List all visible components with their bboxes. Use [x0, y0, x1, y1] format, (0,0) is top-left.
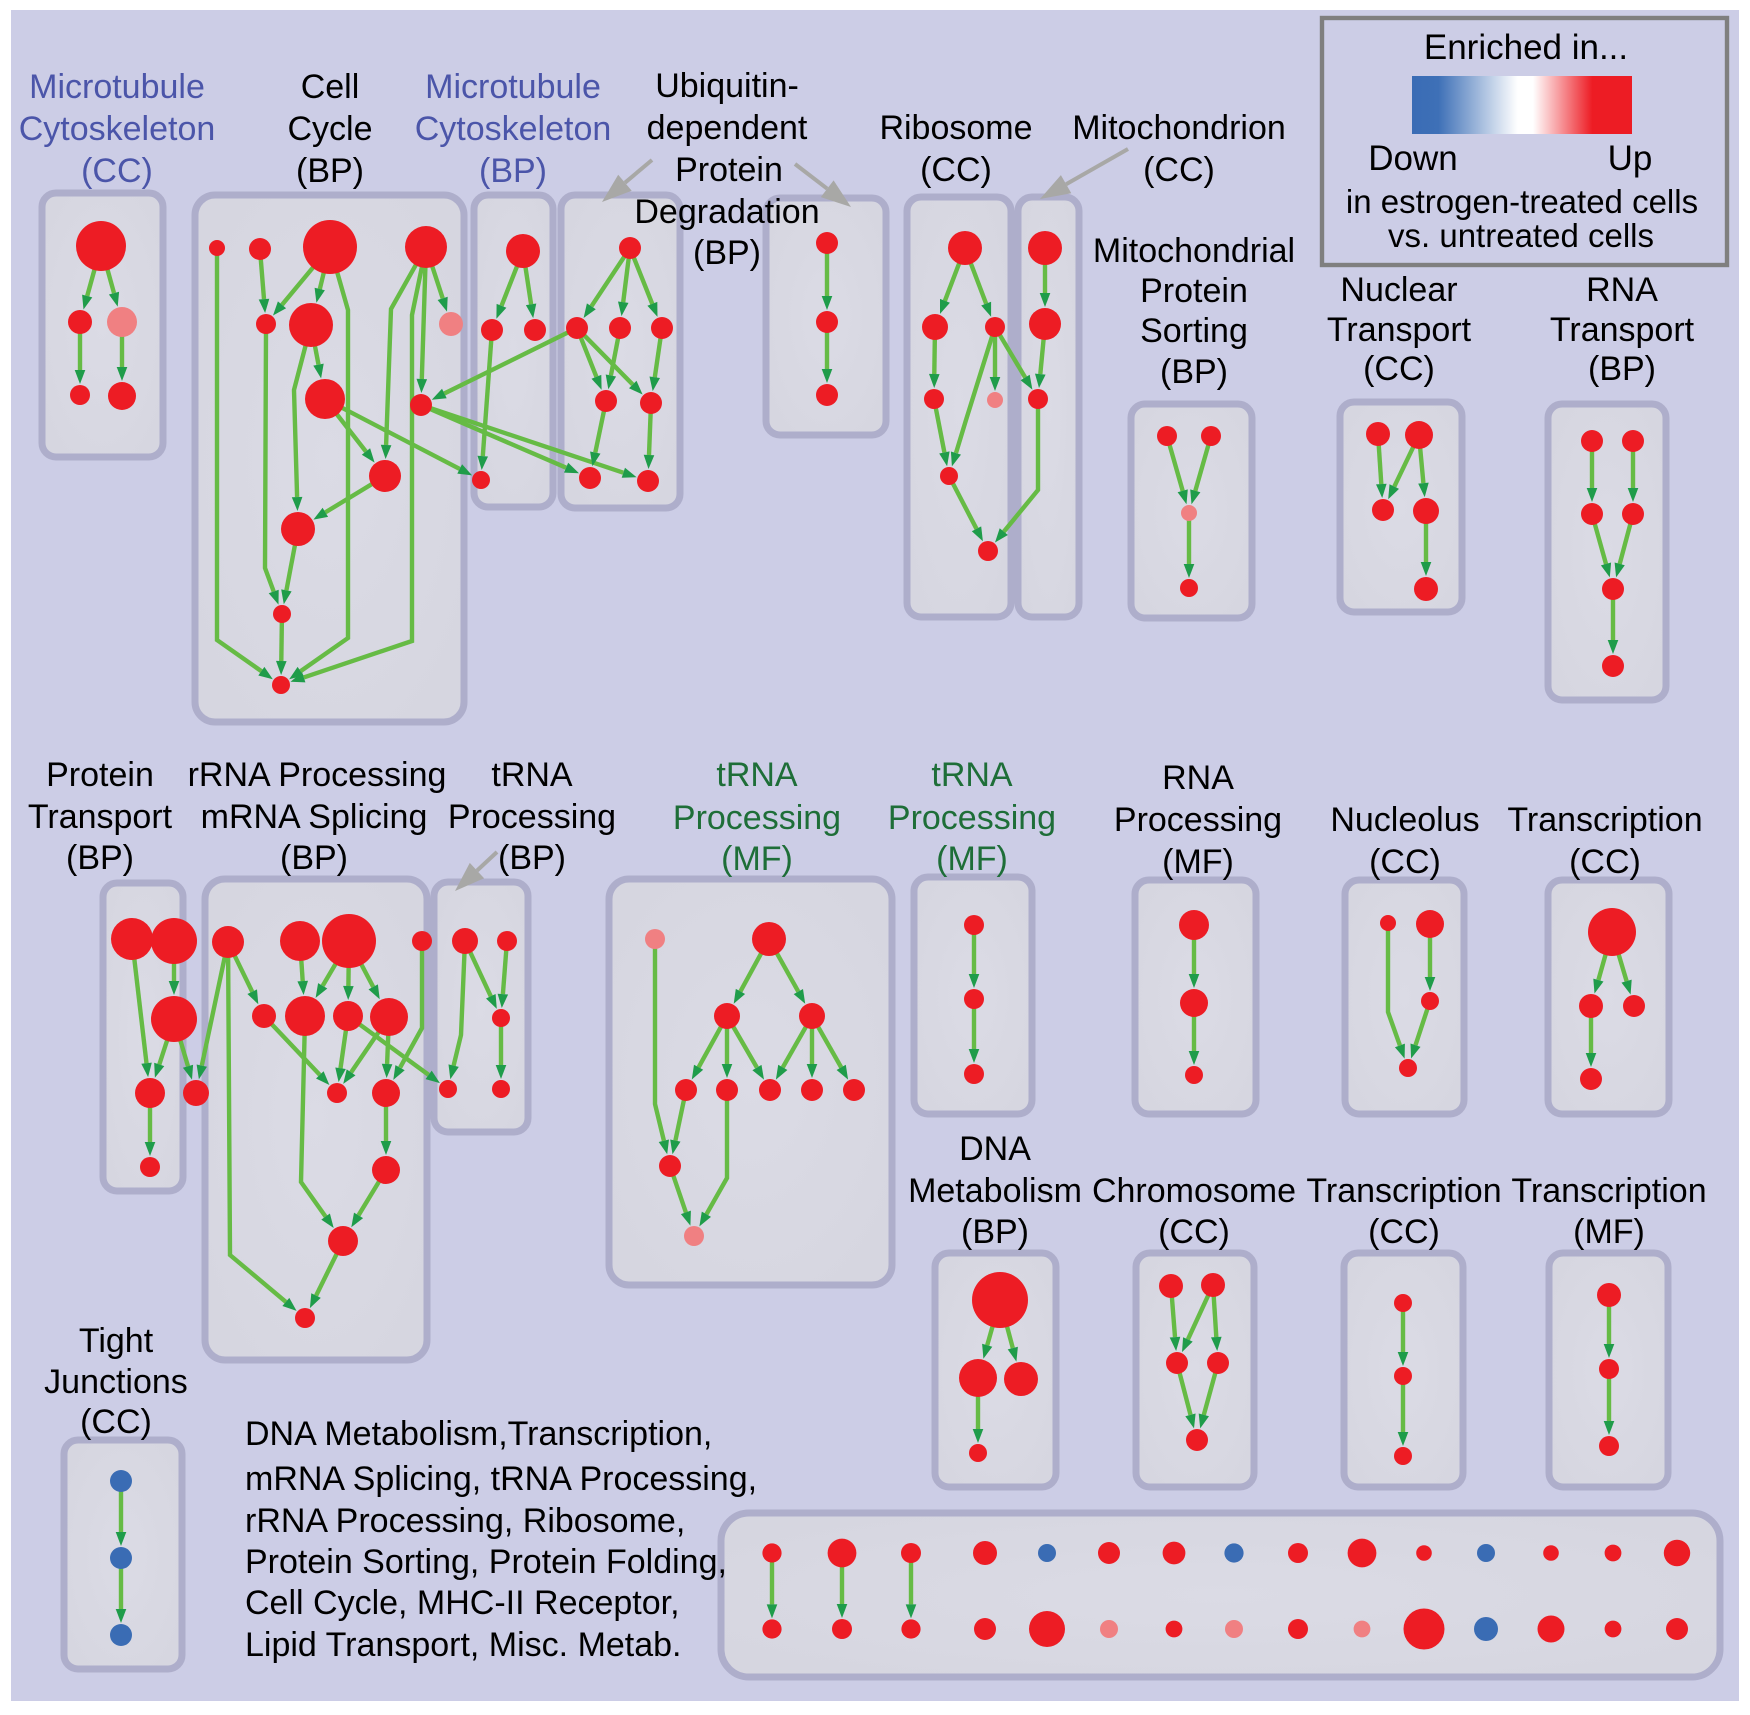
svg-text:Enriched in...: Enriched in... [1424, 28, 1628, 67]
svg-text:Processing: Processing [1114, 801, 1282, 839]
svg-text:mRNA Splicing, tRNA Processing: mRNA Splicing, tRNA Processing, [245, 1460, 757, 1498]
svg-text:dependent: dependent [647, 109, 808, 147]
svg-text:tRNA: tRNA [716, 756, 798, 794]
svg-text:Transport: Transport [1550, 311, 1695, 349]
svg-text:Protein: Protein [46, 756, 154, 794]
svg-text:Cycle: Cycle [287, 110, 372, 148]
svg-text:Microtubule: Microtubule [425, 68, 601, 106]
svg-text:(CC): (CC) [80, 1403, 152, 1441]
svg-text:(CC): (CC) [1369, 843, 1441, 881]
svg-text:(BP): (BP) [479, 152, 547, 190]
svg-text:DNA Metabolism,Transcription,: DNA Metabolism,Transcription, [245, 1415, 712, 1453]
svg-text:Protein: Protein [1140, 272, 1248, 310]
svg-text:(BP): (BP) [961, 1213, 1029, 1251]
svg-text:Ubiquitin-: Ubiquitin- [655, 67, 799, 105]
svg-text:Mitochondrial: Mitochondrial [1093, 232, 1295, 270]
svg-text:DNA: DNA [959, 1130, 1031, 1168]
svg-text:(BP): (BP) [296, 152, 364, 190]
svg-text:Metabolism: Metabolism [908, 1172, 1082, 1210]
svg-text:rRNA Processing: rRNA Processing [188, 756, 447, 794]
svg-text:(CC): (CC) [1143, 151, 1215, 189]
svg-text:Junctions: Junctions [44, 1363, 188, 1401]
svg-text:Transcription: Transcription [1511, 1172, 1706, 1210]
svg-text:(CC): (CC) [920, 151, 992, 189]
svg-text:Mitochondrion: Mitochondrion [1072, 109, 1286, 147]
svg-text:Transcription: Transcription [1306, 1172, 1501, 1210]
svg-text:(BP): (BP) [66, 839, 134, 877]
svg-text:(BP): (BP) [498, 839, 566, 877]
svg-text:(MF): (MF) [721, 840, 793, 878]
svg-text:Ribosome: Ribosome [879, 109, 1032, 147]
svg-text:Transport: Transport [28, 798, 173, 836]
svg-text:(MF): (MF) [1162, 843, 1234, 881]
svg-text:Protein Sorting, Protein Foldi: Protein Sorting, Protein Folding, [245, 1543, 727, 1581]
svg-text:(MF): (MF) [936, 840, 1008, 878]
svg-text:Chromosome: Chromosome [1092, 1172, 1296, 1210]
svg-text:(MF): (MF) [1573, 1213, 1645, 1251]
svg-text:rRNA Processing, Ribosome,: rRNA Processing, Ribosome, [245, 1502, 685, 1540]
svg-text:mRNA Splicing: mRNA Splicing [201, 798, 428, 836]
svg-text:Processing: Processing [673, 799, 841, 837]
svg-text:RNA: RNA [1162, 759, 1234, 797]
svg-text:Protein: Protein [675, 151, 783, 189]
svg-text:(BP): (BP) [693, 234, 761, 272]
svg-text:(BP): (BP) [1588, 350, 1656, 388]
svg-text:(CC): (CC) [81, 152, 153, 190]
svg-text:Processing: Processing [448, 798, 616, 836]
svg-text:in estrogen-treated cells: in estrogen-treated cells [1346, 183, 1698, 220]
svg-text:(CC): (CC) [1363, 350, 1435, 388]
svg-text:Processing: Processing [888, 799, 1056, 837]
svg-text:Microtubule: Microtubule [29, 68, 205, 106]
svg-text:tRNA: tRNA [491, 756, 573, 794]
svg-text:Up: Up [1608, 139, 1653, 178]
svg-text:Sorting: Sorting [1140, 312, 1248, 350]
svg-text:Cell: Cell [301, 68, 360, 106]
svg-text:(CC): (CC) [1569, 843, 1641, 881]
svg-text:Nuclear: Nuclear [1340, 271, 1457, 309]
svg-text:RNA: RNA [1586, 271, 1658, 309]
svg-text:Degradation: Degradation [634, 193, 819, 231]
svg-text:Cell Cycle, MHC-II Receptor,: Cell Cycle, MHC-II Receptor, [245, 1584, 680, 1622]
svg-text:Cytoskeleton: Cytoskeleton [415, 110, 612, 148]
svg-text:(CC): (CC) [1158, 1213, 1230, 1251]
svg-text:Down: Down [1368, 139, 1457, 178]
svg-text:Lipid Transport, Misc. Metab.: Lipid Transport, Misc. Metab. [245, 1626, 682, 1664]
svg-text:Cytoskeleton: Cytoskeleton [19, 110, 216, 148]
svg-text:Nucleolus: Nucleolus [1330, 801, 1479, 839]
svg-text:tRNA: tRNA [931, 756, 1013, 794]
svg-text:(BP): (BP) [1160, 353, 1228, 391]
svg-text:Tight: Tight [79, 1322, 154, 1360]
svg-text:Transport: Transport [1327, 311, 1472, 349]
svg-text:Transcription: Transcription [1507, 801, 1702, 839]
svg-text:(CC): (CC) [1368, 1213, 1440, 1251]
svg-text:(BP): (BP) [280, 839, 348, 877]
svg-text:vs. untreated cells: vs. untreated cells [1388, 217, 1654, 254]
